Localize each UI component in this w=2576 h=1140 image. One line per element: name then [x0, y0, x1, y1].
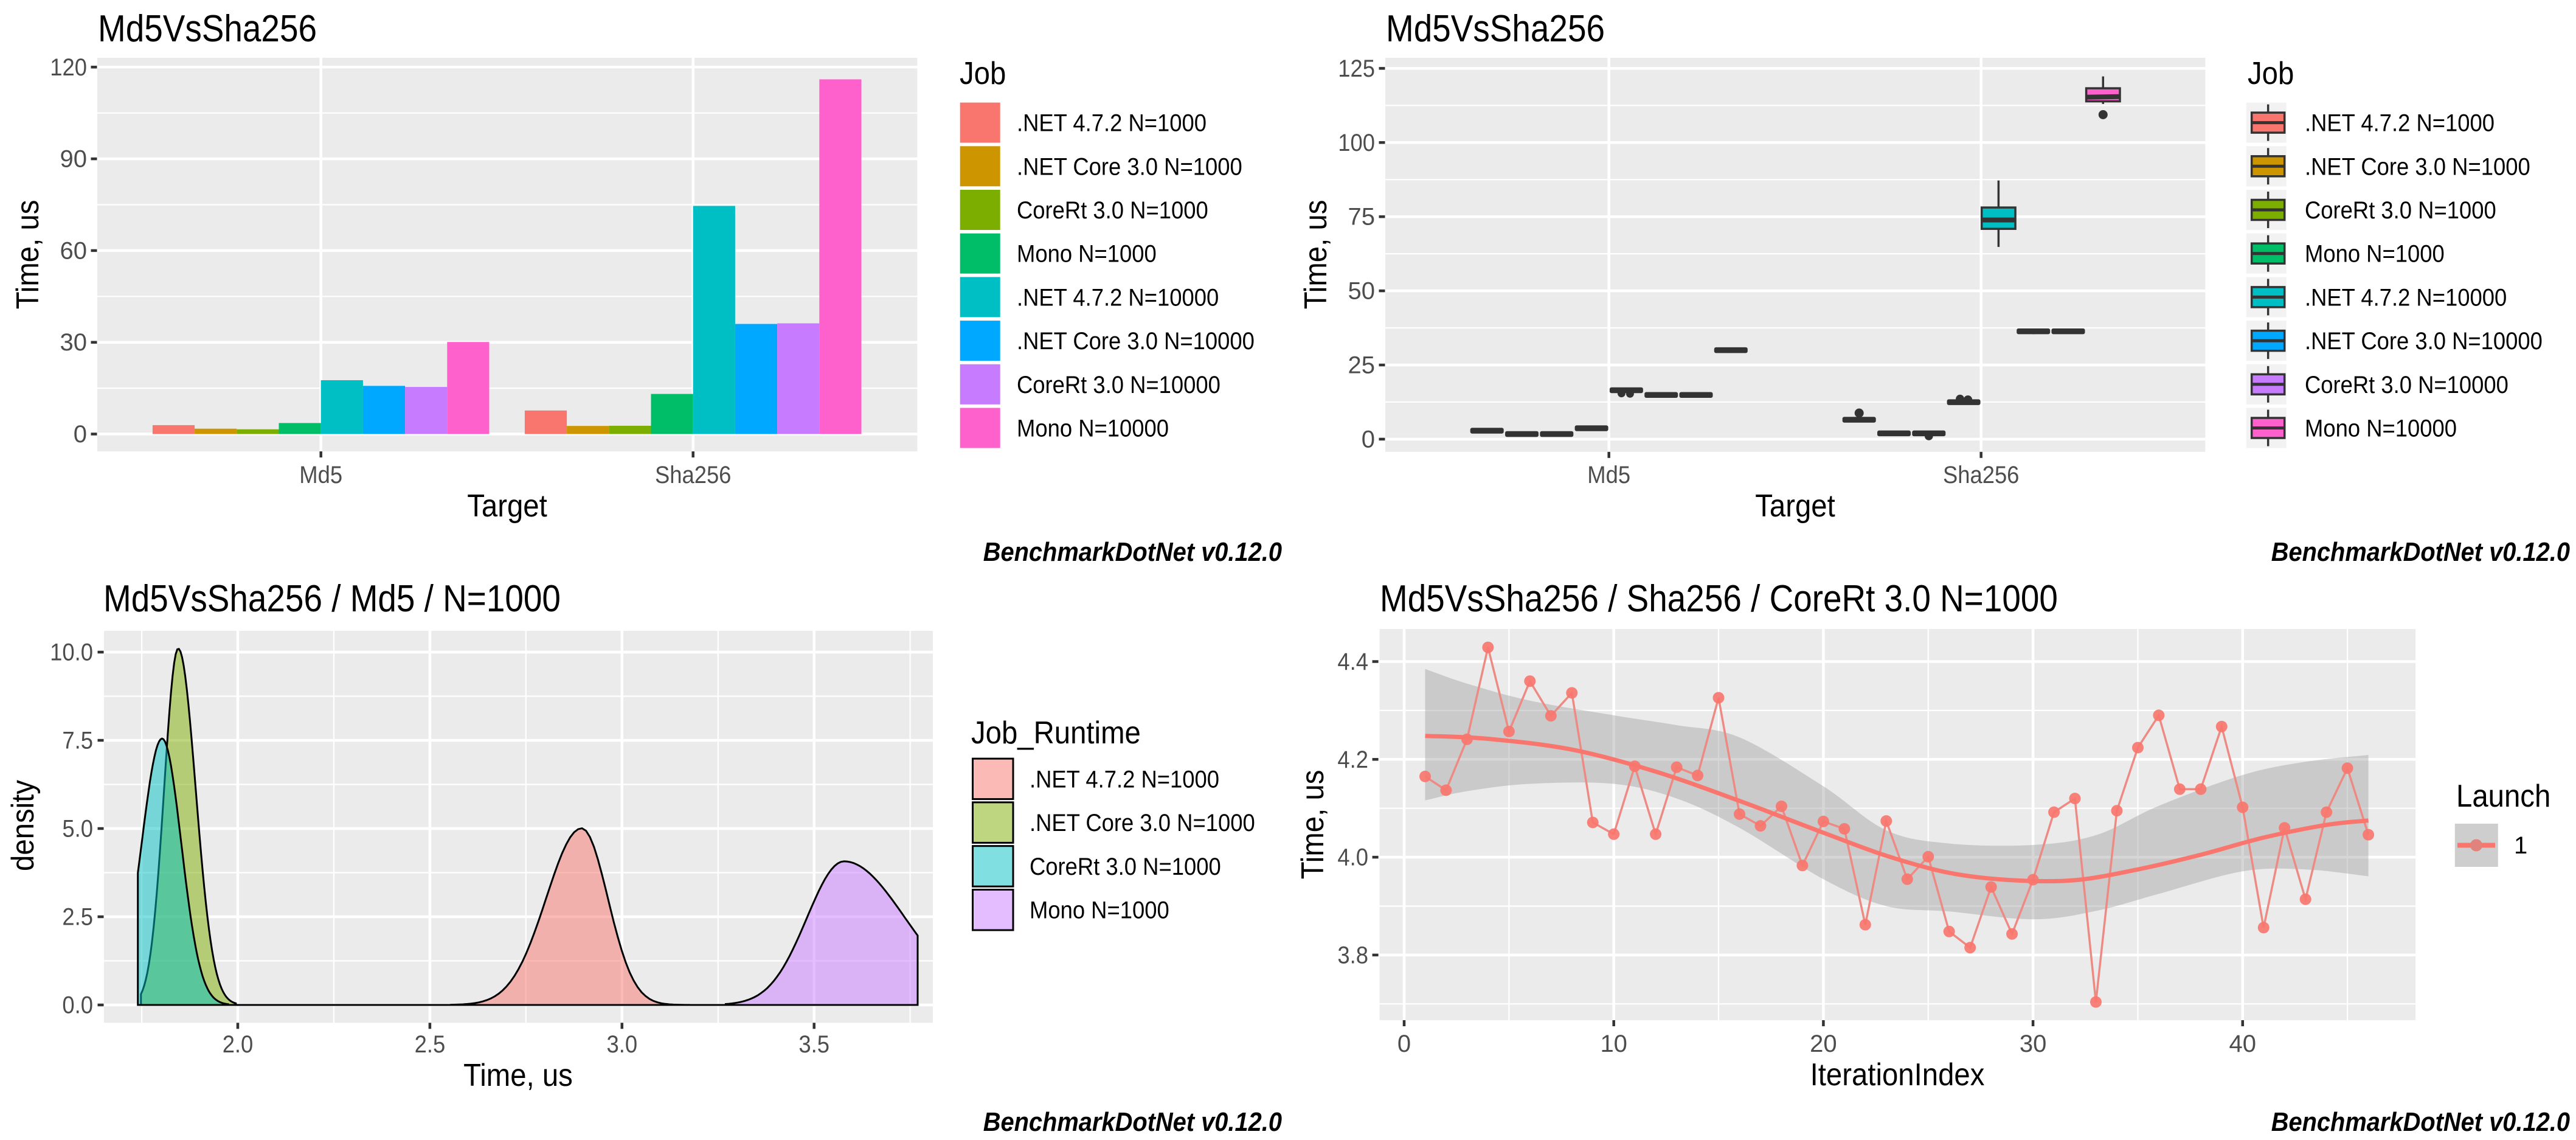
- svg-text:Time, us: Time, us: [1298, 200, 1334, 310]
- svg-text:Job: Job: [960, 56, 1006, 91]
- svg-text:Mono N=10000: Mono N=10000: [1017, 415, 1169, 442]
- svg-text:BenchmarkDotNet v0.12.0: BenchmarkDotNet v0.12.0: [2271, 1107, 2571, 1137]
- svg-text:BenchmarkDotNet v0.12.0: BenchmarkDotNet v0.12.0: [983, 537, 1283, 567]
- svg-text:.NET Core 3.0 N=1000: .NET Core 3.0 N=1000: [1017, 153, 1242, 180]
- svg-text:30: 30: [60, 329, 88, 356]
- svg-text:10: 10: [1600, 1031, 1627, 1057]
- svg-text:3.0: 3.0: [607, 1031, 638, 1058]
- svg-text:4.2: 4.2: [1337, 746, 1368, 773]
- svg-text:BenchmarkDotNet v0.12.0: BenchmarkDotNet v0.12.0: [2271, 537, 2571, 567]
- svg-text:.NET 4.7.2 N=10000: .NET 4.7.2 N=10000: [2305, 284, 2507, 311]
- svg-text:Mono N=1000: Mono N=1000: [2305, 241, 2445, 268]
- svg-text:5.0: 5.0: [62, 816, 93, 843]
- svg-text:Md5VsSha256: Md5VsSha256: [1386, 8, 1605, 50]
- svg-text:CoreRt 3.0 N=10000: CoreRt 3.0 N=10000: [1017, 372, 1220, 398]
- svg-text:.NET 4.7.2 N=1000: .NET 4.7.2 N=1000: [1017, 110, 1207, 137]
- svg-text:Target: Target: [467, 488, 547, 524]
- svg-text:Job: Job: [2248, 56, 2294, 91]
- svg-text:10.0: 10.0: [50, 639, 93, 666]
- svg-text:.NET 4.7.2 N=10000: .NET 4.7.2 N=10000: [1017, 284, 1219, 311]
- svg-text:.NET Core 3.0 N=1000: .NET Core 3.0 N=1000: [1030, 810, 1255, 836]
- svg-text:Md5VsSha256 / Sha256 / CoreRt: Md5VsSha256 / Sha256 / CoreRt 3.0 N=1000: [1380, 578, 2058, 620]
- svg-text:Sha256: Sha256: [1943, 462, 2020, 488]
- svg-text:.NET 4.7.2 N=1000: .NET 4.7.2 N=1000: [1030, 766, 1219, 793]
- svg-text:CoreRt 3.0 N=10000: CoreRt 3.0 N=10000: [2305, 372, 2508, 398]
- svg-text:3.5: 3.5: [798, 1031, 829, 1058]
- svg-text:CoreRt 3.0 N=1000: CoreRt 3.0 N=1000: [1017, 197, 1208, 224]
- svg-text:CoreRt 3.0 N=1000: CoreRt 3.0 N=1000: [2305, 197, 2496, 224]
- svg-text:120: 120: [50, 54, 87, 81]
- svg-text:4.0: 4.0: [1337, 844, 1368, 871]
- svg-text:2.5: 2.5: [415, 1031, 446, 1058]
- svg-text:Md5VsSha256 / Md5 / N=1000: Md5VsSha256 / Md5 / N=1000: [103, 578, 561, 620]
- svg-text:7.5: 7.5: [62, 728, 93, 754]
- svg-text:25: 25: [1348, 352, 1376, 379]
- svg-text:density: density: [5, 780, 41, 871]
- svg-text:Sha256: Sha256: [655, 462, 732, 488]
- svg-text:Time, us: Time, us: [1295, 770, 1331, 880]
- svg-text:0: 0: [74, 421, 87, 448]
- svg-text:.NET Core 3.0 N=10000: .NET Core 3.0 N=10000: [1017, 328, 1255, 355]
- svg-text:.NET Core 3.0 N=1000: .NET Core 3.0 N=1000: [2305, 153, 2530, 180]
- svg-text:Time, us: Time, us: [10, 200, 46, 310]
- svg-text:IterationIndex: IterationIndex: [1810, 1057, 1985, 1093]
- svg-text:20: 20: [1810, 1031, 1837, 1057]
- svg-text:Md5: Md5: [299, 462, 342, 488]
- svg-text:60: 60: [60, 237, 88, 264]
- svg-text:Launch: Launch: [2456, 779, 2550, 814]
- svg-text:50: 50: [1348, 278, 1376, 305]
- svg-text:2.5: 2.5: [62, 904, 93, 931]
- svg-text:1: 1: [2514, 832, 2527, 859]
- svg-text:0: 0: [1362, 426, 1375, 453]
- svg-text:Mono N=1000: Mono N=1000: [1030, 897, 1169, 924]
- svg-text:.NET Core 3.0 N=10000: .NET Core 3.0 N=10000: [2305, 328, 2543, 355]
- svg-text:CoreRt 3.0 N=1000: CoreRt 3.0 N=1000: [1030, 853, 1221, 880]
- svg-text:100: 100: [1338, 130, 1375, 156]
- svg-text:Time, us: Time, us: [463, 1058, 573, 1093]
- svg-text:.NET 4.7.2 N=1000: .NET 4.7.2 N=1000: [2305, 110, 2495, 137]
- svg-text:BenchmarkDotNet v0.12.0: BenchmarkDotNet v0.12.0: [983, 1107, 1283, 1137]
- svg-text:2.0: 2.0: [223, 1031, 254, 1058]
- svg-text:Md5VsSha256: Md5VsSha256: [98, 8, 317, 50]
- svg-text:Md5: Md5: [1587, 462, 1630, 488]
- svg-text:3.8: 3.8: [1337, 942, 1368, 968]
- svg-text:30: 30: [2020, 1031, 2047, 1057]
- svg-text:Target: Target: [1755, 488, 1835, 524]
- svg-text:40: 40: [2229, 1031, 2257, 1057]
- svg-text:Job_Runtime: Job_Runtime: [971, 715, 1141, 751]
- svg-text:75: 75: [1348, 204, 1376, 231]
- svg-text:Mono N=1000: Mono N=1000: [1017, 241, 1157, 268]
- svg-text:Mono N=10000: Mono N=10000: [2305, 415, 2457, 442]
- svg-text:90: 90: [60, 146, 88, 173]
- svg-text:0.0: 0.0: [62, 992, 93, 1019]
- svg-text:0: 0: [1397, 1031, 1411, 1057]
- svg-text:4.4: 4.4: [1337, 648, 1368, 675]
- svg-text:125: 125: [1338, 55, 1375, 82]
